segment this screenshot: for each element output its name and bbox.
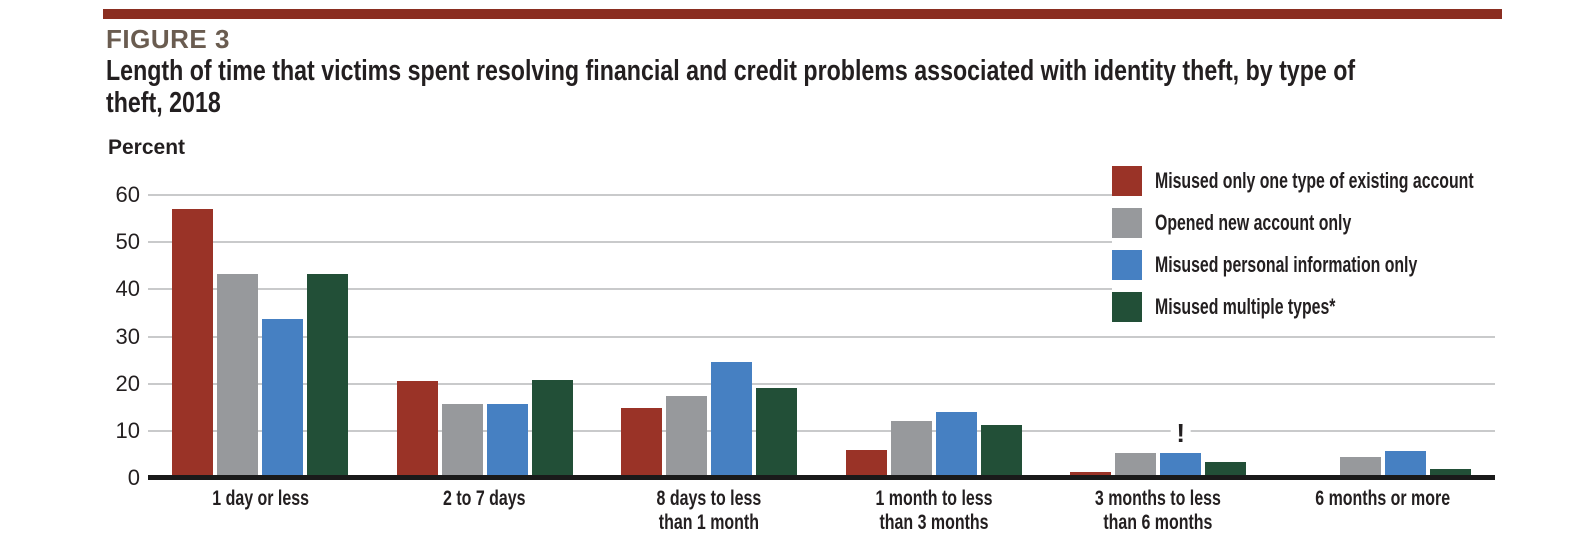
legend-swatch: [1112, 292, 1142, 322]
legend-series-label: Misused only one type of existing accoun…: [1155, 168, 1474, 193]
bar: [1115, 453, 1157, 478]
y-tick-label: 40: [115, 276, 140, 302]
gridline: [148, 241, 1495, 244]
bar-group: [396, 380, 573, 478]
y-tick-label: 10: [115, 417, 140, 443]
bar: [980, 424, 1022, 478]
figure-title: Length of time that victims spent resolv…: [106, 55, 1356, 120]
legend-series-label: Misused personal information only: [1155, 252, 1418, 277]
bar: [621, 408, 663, 478]
x-axis-category-labels: 1 day or less 2 to 7 days 8 days to less t…: [148, 487, 1495, 534]
gridline: [148, 429, 1495, 432]
bar-groups: !: [148, 195, 1495, 478]
bar: [217, 273, 259, 478]
legend-series-label: Opened new account only: [1155, 210, 1352, 235]
bar: [172, 209, 214, 478]
x-category-label: 8 days to less than 1 month: [597, 487, 821, 534]
gridline: [148, 288, 1495, 291]
legend-row: Misused only one type of existing accoun…: [1112, 166, 1496, 196]
legend-row: Misused personal information only: [1112, 250, 1496, 280]
legend-row: Misused multiple types*: [1112, 292, 1496, 322]
bar: [1429, 468, 1471, 478]
y-tick-label: 0: [127, 465, 140, 490]
bar: [711, 361, 753, 478]
bar: [441, 403, 483, 478]
legend-series-label: Misused multiple types*: [1155, 294, 1336, 319]
x-category-label: 1 month to less than 3 months: [822, 487, 1046, 534]
x-category-label: 2 to 7 days: [373, 487, 597, 534]
bar: [1384, 450, 1426, 478]
x-category-label-text: 3 months to less than 6 months: [1095, 487, 1222, 534]
legend-swatch: [1112, 166, 1142, 196]
y-tick-label: 20: [115, 370, 140, 396]
plot-area: !: [148, 194, 1495, 480]
bar-group: !: [1070, 418, 1247, 478]
bar: [307, 274, 349, 478]
bar-group: [845, 412, 1022, 478]
bar: [262, 319, 304, 478]
x-category-label-text: 1 day or less: [211, 487, 309, 510]
y-axis-tick-labels: 0 10 20 30 40 50 60: [58, 182, 140, 490]
figure-number: FIGURE 3: [106, 24, 230, 54]
bar: [1160, 452, 1202, 478]
bar: [1205, 461, 1247, 478]
gridline: [148, 335, 1495, 338]
bar: [935, 412, 977, 478]
gridline: [148, 194, 1495, 196]
bar: [531, 380, 573, 478]
bar: [890, 420, 932, 478]
y-tick-label: 50: [115, 229, 140, 255]
legend-row: Opened new account only: [1112, 208, 1496, 238]
y-tick-label: 60: [115, 182, 140, 207]
bar-group: [1294, 450, 1471, 478]
bar-group: [172, 209, 349, 478]
top-accent-stripe: [103, 9, 1502, 19]
legend-swatch: [1112, 250, 1142, 280]
x-axis-line: [148, 475, 1495, 480]
bar: [396, 381, 438, 478]
x-category-label-text: 8 days to less than 1 month: [656, 487, 762, 534]
bar: [666, 395, 708, 478]
x-category-label-text: 2 to 7 days: [443, 487, 527, 510]
gridline: [148, 382, 1495, 385]
legend: Misused only one type of existing accoun…: [1112, 166, 1496, 322]
x-category-label-text: 1 month to less than 3 months: [875, 487, 993, 534]
x-category-label: 3 months to less than 6 months: [1046, 487, 1270, 534]
x-category-label: 1 day or less: [148, 487, 372, 534]
legend-swatch: [1112, 208, 1142, 238]
y-tick-label: 30: [115, 323, 140, 349]
bar: [486, 404, 528, 478]
x-category-label: 6 months or more: [1271, 487, 1495, 534]
bar: [845, 449, 887, 478]
caution-flag: !: [1170, 418, 1192, 449]
y-axis-title: Percent: [108, 136, 186, 159]
x-category-label-text: 6 months or more: [1315, 487, 1451, 510]
bar: [1339, 457, 1381, 478]
bar: [756, 388, 798, 478]
bar-group: [621, 361, 798, 478]
